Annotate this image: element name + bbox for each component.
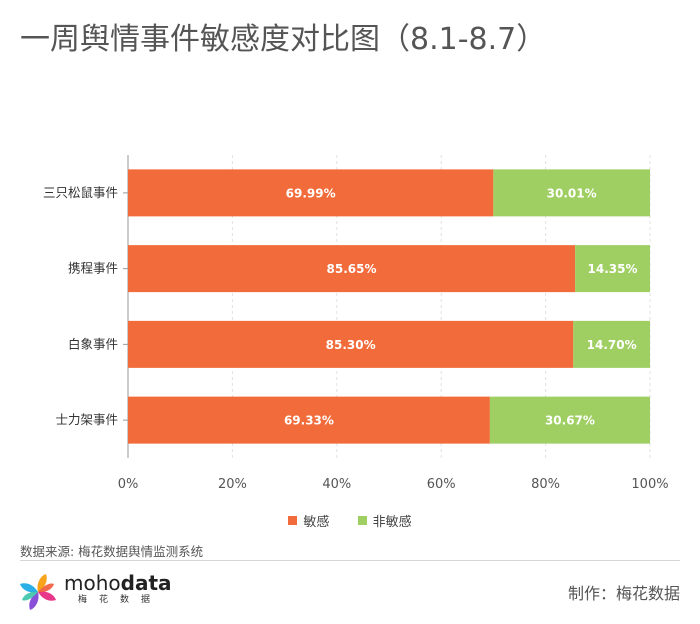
brand-name: mohodata	[64, 572, 172, 594]
data-label-sensitive: 69.33%	[284, 414, 334, 428]
legend-item-non-sensitive[interactable]: 非敏感	[357, 511, 412, 530]
bar-sensitive	[128, 396, 490, 444]
brand-name-bold: data	[120, 571, 172, 595]
data-source-note: 数据来源: 梅花数据舆情监测系统	[20, 544, 204, 559]
legend-swatch-sensitive	[288, 516, 298, 525]
credit-text: 制作：梅花数据	[567, 584, 680, 603]
x-tick-label: 60%	[427, 477, 456, 492]
x-tick-label: 80%	[531, 477, 560, 492]
bar-non-sensitive	[493, 169, 650, 217]
legend-label-non-sensitive: 非敏感	[372, 515, 412, 530]
brand-logo: mohodata 梅花数据	[64, 572, 172, 606]
x-tick-label: 40%	[322, 477, 351, 492]
bar-sensitive	[128, 245, 576, 293]
chart-legend: 敏感 非敏感	[0, 511, 700, 530]
data-label-non-sensitive: 14.35%	[588, 262, 638, 276]
category-label: 士力架事件	[55, 412, 118, 427]
chart-title: 一周舆情事件敏感度对比图（8.1-8.7）	[20, 22, 547, 57]
stacked-bar-chart: 0% 20% 40% 60% 80% 100% 三只松鼠事件 69.99% 30.01% 携程事件…	[43, 155, 669, 492]
bar-sensitive	[128, 169, 494, 217]
data-label-non-sensitive: 14.70%	[587, 338, 637, 352]
legend-label-sensitive: 敏感	[303, 515, 330, 530]
bar-sensitive	[128, 320, 574, 368]
pinwheel-logo-icon	[20, 574, 56, 610]
data-label-non-sensitive: 30.67%	[545, 414, 595, 428]
x-tick-label: 20%	[218, 477, 247, 492]
x-tick-label: 100%	[631, 477, 668, 492]
data-label-sensitive: 69.99%	[286, 186, 336, 200]
data-label-sensitive: 85.65%	[327, 262, 377, 276]
bar-non-sensitive	[489, 396, 650, 444]
bar-non-sensitive	[575, 245, 650, 293]
category-label: 白象事件	[68, 336, 118, 351]
bar-non-sensitive	[573, 320, 650, 368]
category-label: 三只松鼠事件	[43, 185, 118, 200]
brand-name-light: moho	[64, 571, 121, 595]
legend-swatch-non-sensitive	[357, 516, 367, 525]
x-tick-label: 0%	[118, 477, 139, 492]
category-label: 携程事件	[68, 261, 118, 276]
brand-subtitle: 梅花数据	[78, 595, 163, 605]
footer-divider	[20, 560, 680, 561]
data-label-non-sensitive: 30.01%	[547, 186, 597, 200]
legend-item-sensitive[interactable]: 敏感	[288, 511, 329, 530]
data-label-sensitive: 85.30%	[326, 338, 376, 352]
